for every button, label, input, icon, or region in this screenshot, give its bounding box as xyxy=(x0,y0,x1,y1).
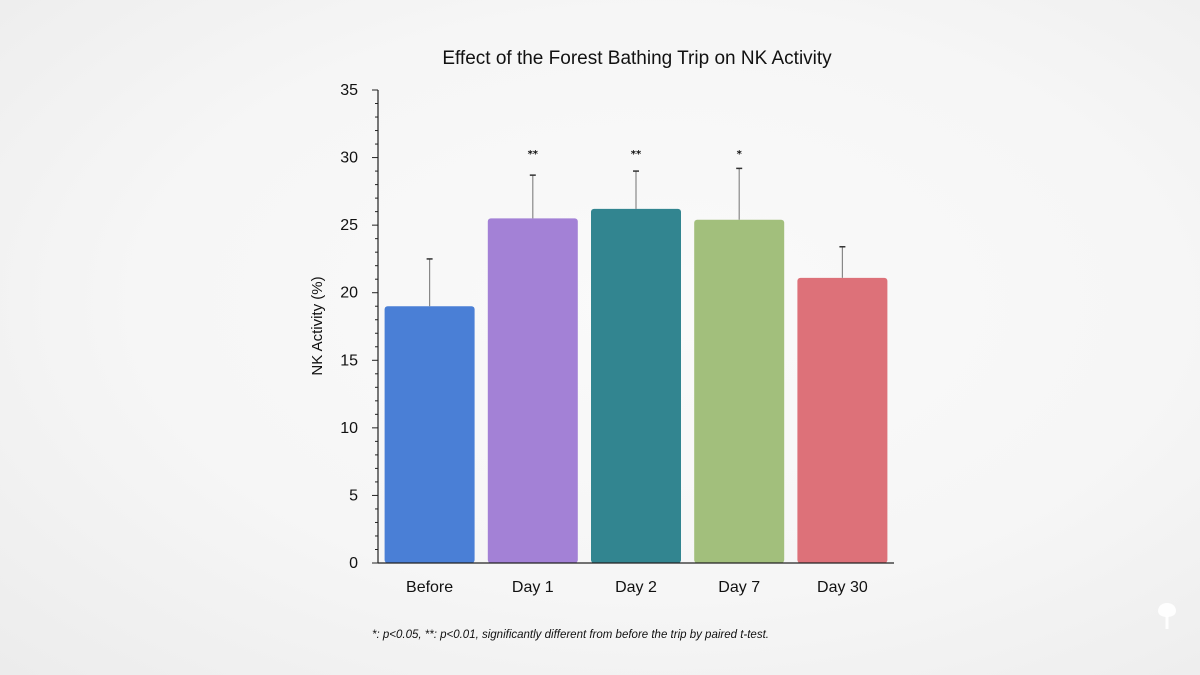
x-tick-label: Day 2 xyxy=(615,579,657,596)
bar xyxy=(694,219,785,564)
bars: Before ** Day 1 ** Day 2 * Day 7 Day 30 xyxy=(384,149,888,596)
x-tick-label: Day 7 xyxy=(718,579,760,596)
y-tick-label: 0 xyxy=(349,555,358,572)
bar xyxy=(384,306,475,563)
significance-marker: ** xyxy=(631,149,642,160)
tree-icon xyxy=(1158,603,1176,629)
chart-title: Effect of the Forest Bathing Trip on NK … xyxy=(442,48,832,69)
y-tick-label: 15 xyxy=(340,352,358,369)
y-tick-label: 30 xyxy=(340,150,358,167)
significance-marker: * xyxy=(737,149,743,160)
bar xyxy=(591,208,681,563)
x-tick-label: Day 1 xyxy=(512,579,554,596)
axes xyxy=(377,90,894,564)
x-tick-label: Day 30 xyxy=(817,579,868,596)
y-tick-label: 20 xyxy=(340,285,358,302)
significance-marker: ** xyxy=(528,149,539,160)
y-tick-label: 25 xyxy=(340,217,358,234)
bar xyxy=(487,218,578,563)
bar xyxy=(797,277,888,563)
x-tick-label: Before xyxy=(406,579,453,596)
y-axis-ticks: 0 5 10 15 20 25 30 35 xyxy=(340,82,378,572)
footnote: *: p<0.05, **: p<0.01, significantly dif… xyxy=(372,629,769,641)
y-axis-label: NK Activity (%) xyxy=(309,276,326,375)
y-tick-label: 35 xyxy=(340,82,358,99)
y-tick-label: 5 xyxy=(349,487,358,504)
y-tick-label: 10 xyxy=(340,420,358,437)
